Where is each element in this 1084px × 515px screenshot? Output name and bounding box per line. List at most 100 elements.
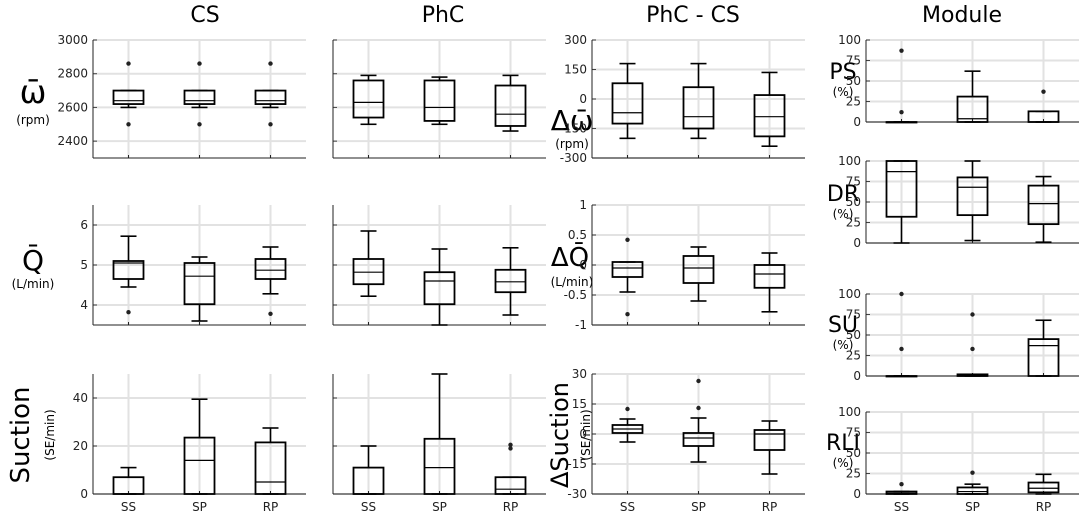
panel-module-rli-ytick-label-4: 100 — [838, 405, 861, 419]
panel-module-ps-ytick-label-4: 100 — [838, 33, 861, 47]
outlier-module-su-SS-0 — [899, 346, 904, 352]
box-iqr-module-rli-RP — [1027, 481, 1060, 494]
box-iqr-phc-speed-RP — [494, 84, 527, 127]
row-label-delta-flow-unit: (L/min) — [551, 275, 594, 289]
panel-cs-flow-ytick-label-2: 6 — [80, 218, 88, 232]
panel-phc-flow — [332, 205, 546, 326]
module-label-rli: RLI — [826, 431, 860, 456]
box-module-rli-SP — [956, 470, 989, 495]
box-iqr-cs-suction-RP — [254, 441, 287, 495]
panel-module-su-ytick-label-2: 50 — [846, 328, 861, 342]
outlier-cs-speed-SS-1 — [126, 61, 131, 66]
column-title-module: Module — [922, 3, 1002, 28]
module-label-su-unit: (%) — [833, 338, 854, 352]
panel-module-ps-ytick-label-2: 50 — [846, 74, 861, 88]
outlier-module-ps-RP-0 — [1041, 89, 1046, 94]
box-delta-speed-SP — [682, 62, 715, 140]
panel-cs-speed: 2400 2600 2800 3000 — [57, 33, 306, 159]
box-cs-suction-RP — [254, 427, 287, 495]
panel-module-rli: 0 25 50 75 100 SS SP RP — [838, 405, 1079, 514]
box-module-ps-RP — [1027, 89, 1060, 123]
outlier-cs-flow-SS-0 — [126, 310, 131, 315]
x-label-cs-suction-RP: RP — [263, 500, 279, 514]
panel-cs-suction-ytick-label-2: 40 — [73, 391, 88, 405]
box-iqr-delta-speed-SS — [611, 82, 644, 125]
x-label-delta-suction-SP: SP — [691, 500, 706, 514]
x-label-phc-suction-RP: RP — [503, 500, 519, 514]
panel-cs-suction: 0 20 40 SS SP RP — [73, 374, 306, 514]
box-module-dr-SS — [885, 160, 918, 244]
box-iqr-phc-flow-RP — [494, 268, 527, 294]
box-module-su-RP — [1027, 319, 1060, 377]
panel-delta-flow-ytick-label-0: -1 — [575, 318, 587, 332]
panel-delta-suction-ytick-label-0: -30 — [567, 487, 587, 501]
box-cs-speed-SS — [112, 61, 145, 127]
panel-delta-speed-ytick-label-4: 300 — [564, 33, 587, 47]
column-title-phc-cs: PhC - CS — [646, 3, 740, 28]
box-phc-speed-SP — [423, 76, 456, 126]
box-iqr-module-ps-SP — [956, 95, 989, 123]
box-module-dr-RP — [1027, 175, 1060, 243]
box-iqr-delta-flow-SP — [682, 255, 715, 284]
box-iqr-cs-flow-RP — [254, 258, 287, 280]
box-cs-speed-SP — [183, 61, 216, 127]
box-cs-suction-SP — [183, 398, 216, 495]
outlier-phc-suction-RP-0 — [508, 446, 513, 451]
outlier-delta-suction-SP-0 — [696, 378, 701, 384]
row-label-delta-speed: Δω̄ — [551, 104, 594, 137]
box-delta-flow-SS — [611, 237, 644, 317]
x-label-module-rli-SS: SS — [894, 500, 909, 514]
outlier-module-ps-SS-1 — [899, 48, 904, 53]
panel-module-su-ytick-label-1: 25 — [846, 349, 861, 363]
x-label-phc-suction-SS: SS — [361, 500, 376, 514]
box-delta-suction-RP — [753, 420, 786, 475]
outlier-module-ps-SS-0 — [899, 109, 904, 115]
outlier-cs-speed-RP-0 — [268, 122, 273, 127]
box-iqr-cs-flow-SP — [183, 262, 216, 306]
panel-module-dr-ytick-label-4: 100 — [838, 154, 861, 168]
x-label-phc-suction-SP: SP — [432, 500, 447, 514]
panel-delta-suction-ytick-label-3: 15 — [572, 397, 587, 411]
panel-delta-flow-ytick-label-3: 0.5 — [568, 228, 587, 242]
panel-module-su-ytick-label-3: 75 — [846, 308, 861, 322]
outlier-module-rli-SS-0 — [899, 481, 904, 487]
panel-module-dr-ytick-label-1: 25 — [846, 216, 861, 230]
box-delta-flow-SP — [682, 246, 715, 302]
box-module-su-SP — [956, 312, 989, 377]
box-cs-flow-RP — [254, 246, 287, 316]
box-iqr-cs-speed-SP — [183, 89, 216, 105]
box-module-rli-RP — [1027, 473, 1060, 495]
row-label-suction-unit: (SE/min) — [43, 409, 57, 460]
outlier-module-su-SP-0 — [970, 312, 975, 317]
x-label-cs-suction-SP: SP — [192, 500, 207, 514]
x-label-cs-suction-SS: SS — [121, 500, 136, 514]
outlier-module-su-SP-1 — [970, 346, 975, 352]
panel-delta-speed-ytick-label-0: -300 — [560, 151, 587, 165]
box-phc-speed-RP — [494, 74, 527, 132]
panel-module-dr-ytick-label-3: 75 — [846, 175, 861, 189]
panel-module-rli-ytick-label-0: 0 — [853, 487, 861, 501]
box-phc-flow-RP — [494, 247, 527, 316]
box-iqr-cs-speed-SS — [112, 89, 145, 105]
x-label-delta-suction-SS: SS — [620, 500, 635, 514]
panel-cs-flow: 4 5 6 — [80, 205, 306, 326]
box-iqr-delta-flow-RP — [753, 264, 786, 289]
panel-delta-flow-ytick-label-1: -0.5 — [564, 288, 587, 302]
box-iqr-delta-speed-RP — [753, 94, 786, 138]
box-iqr-cs-flow-SS — [112, 260, 145, 280]
panel-module-su-ytick-label-4: 100 — [838, 287, 861, 301]
outlier-delta-flow-SS-1 — [625, 312, 630, 317]
panel-cs-flow-ytick-label-0: 4 — [80, 298, 88, 312]
x-label-module-rli-RP: RP — [1036, 500, 1052, 514]
row-label-delta-suction-unit: (SE/min) — [579, 409, 593, 460]
box-cs-suction-SS — [112, 466, 145, 495]
panel-module-ps: 0 25 50 75 100 — [838, 33, 1079, 129]
outlier-delta-flow-SS-0 — [625, 237, 630, 242]
box-iqr-module-dr-RP — [1027, 184, 1060, 226]
box-delta-flow-RP — [753, 252, 786, 313]
box-iqr-cs-suction-SP — [183, 436, 216, 495]
outlier-phc-suction-RP-1 — [508, 442, 513, 447]
box-module-rli-SS — [885, 481, 918, 495]
box-iqr-module-su-RP — [1027, 338, 1060, 377]
panel-cs-speed-ytick-label-3: 3000 — [57, 33, 88, 47]
